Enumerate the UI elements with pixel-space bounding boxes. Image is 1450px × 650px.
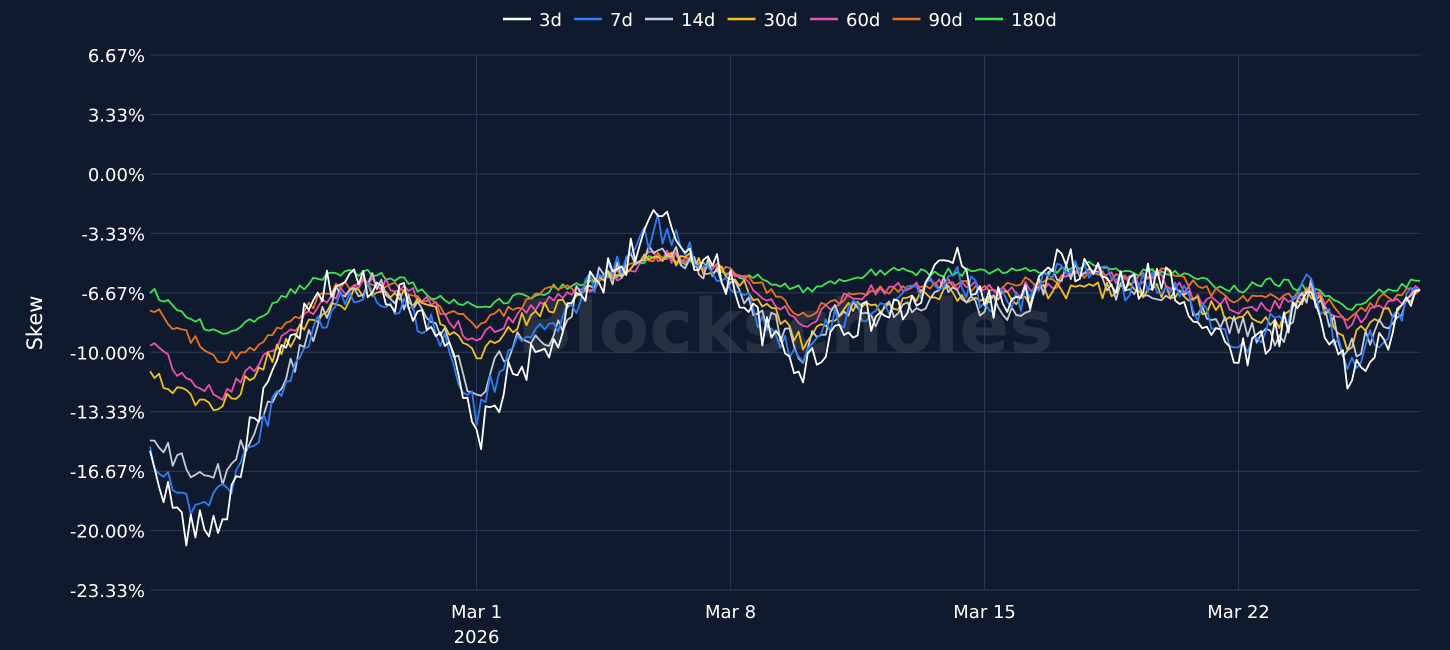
series-line-60d [149, 249, 1421, 401]
series-lines [149, 209, 1421, 547]
series-line-3d [149, 209, 1421, 547]
series-line-90d [149, 251, 1421, 364]
legend-item-90d[interactable]: 90d [892, 10, 963, 31]
legend[interactable]: 3d 7d 14d 30d 60d 90d 180d [503, 10, 1057, 31]
legend-label: 3d [539, 10, 562, 31]
grid [150, 54, 1420, 591]
x-tick-label: Mar 1 [451, 602, 502, 623]
x-axis-ticks: Mar 1 2026 Mar 8 Mar 15 Mar 22 [451, 602, 1270, 648]
y-tick-label: -6.67% [81, 284, 145, 305]
x-tick-label: Mar 15 [953, 602, 1016, 623]
legend-label: 90d [929, 10, 963, 31]
legend-item-30d[interactable]: 30d [727, 10, 798, 31]
y-tick-label: 3.33% [88, 106, 145, 127]
y-tick-label: -16.67% [70, 462, 145, 483]
y-tick-label: -10.00% [70, 343, 145, 364]
series-line-7d [149, 212, 1421, 516]
x-tick-year-label: 2026 [454, 627, 500, 648]
x-tick-label: Mar 22 [1207, 602, 1270, 623]
y-axis-ticks: 6.67% 3.33% 0.00% -3.33% -6.67% -10.00% -13.33… [70, 46, 145, 602]
legend-item-14d[interactable]: 14d [645, 10, 715, 31]
legend-item-180d[interactable]: 180d [975, 10, 1057, 31]
legend-label: 30d [764, 10, 798, 31]
legend-label: 180d [1011, 10, 1057, 31]
watermark-text: Blockscholes [517, 284, 1054, 370]
y-tick-label: -3.33% [81, 224, 145, 245]
y-tick-label: -20.00% [70, 522, 145, 543]
legend-label: 7d [610, 10, 633, 31]
y-tick-label: 6.67% [88, 46, 145, 67]
legend-label: 14d [681, 10, 715, 31]
y-tick-label: 0.00% [88, 165, 145, 186]
legend-label: 60d [846, 10, 880, 31]
y-tick-label: -13.33% [70, 403, 145, 424]
y-tick-label: -23.33% [70, 581, 145, 602]
y-axis-title: Skew [23, 296, 47, 351]
legend-item-60d[interactable]: 60d [810, 10, 880, 31]
legend-item-7d[interactable]: 7d [574, 10, 633, 31]
legend-item-3d[interactable]: 3d [503, 10, 562, 31]
x-tick-label: Mar 8 [705, 602, 756, 623]
